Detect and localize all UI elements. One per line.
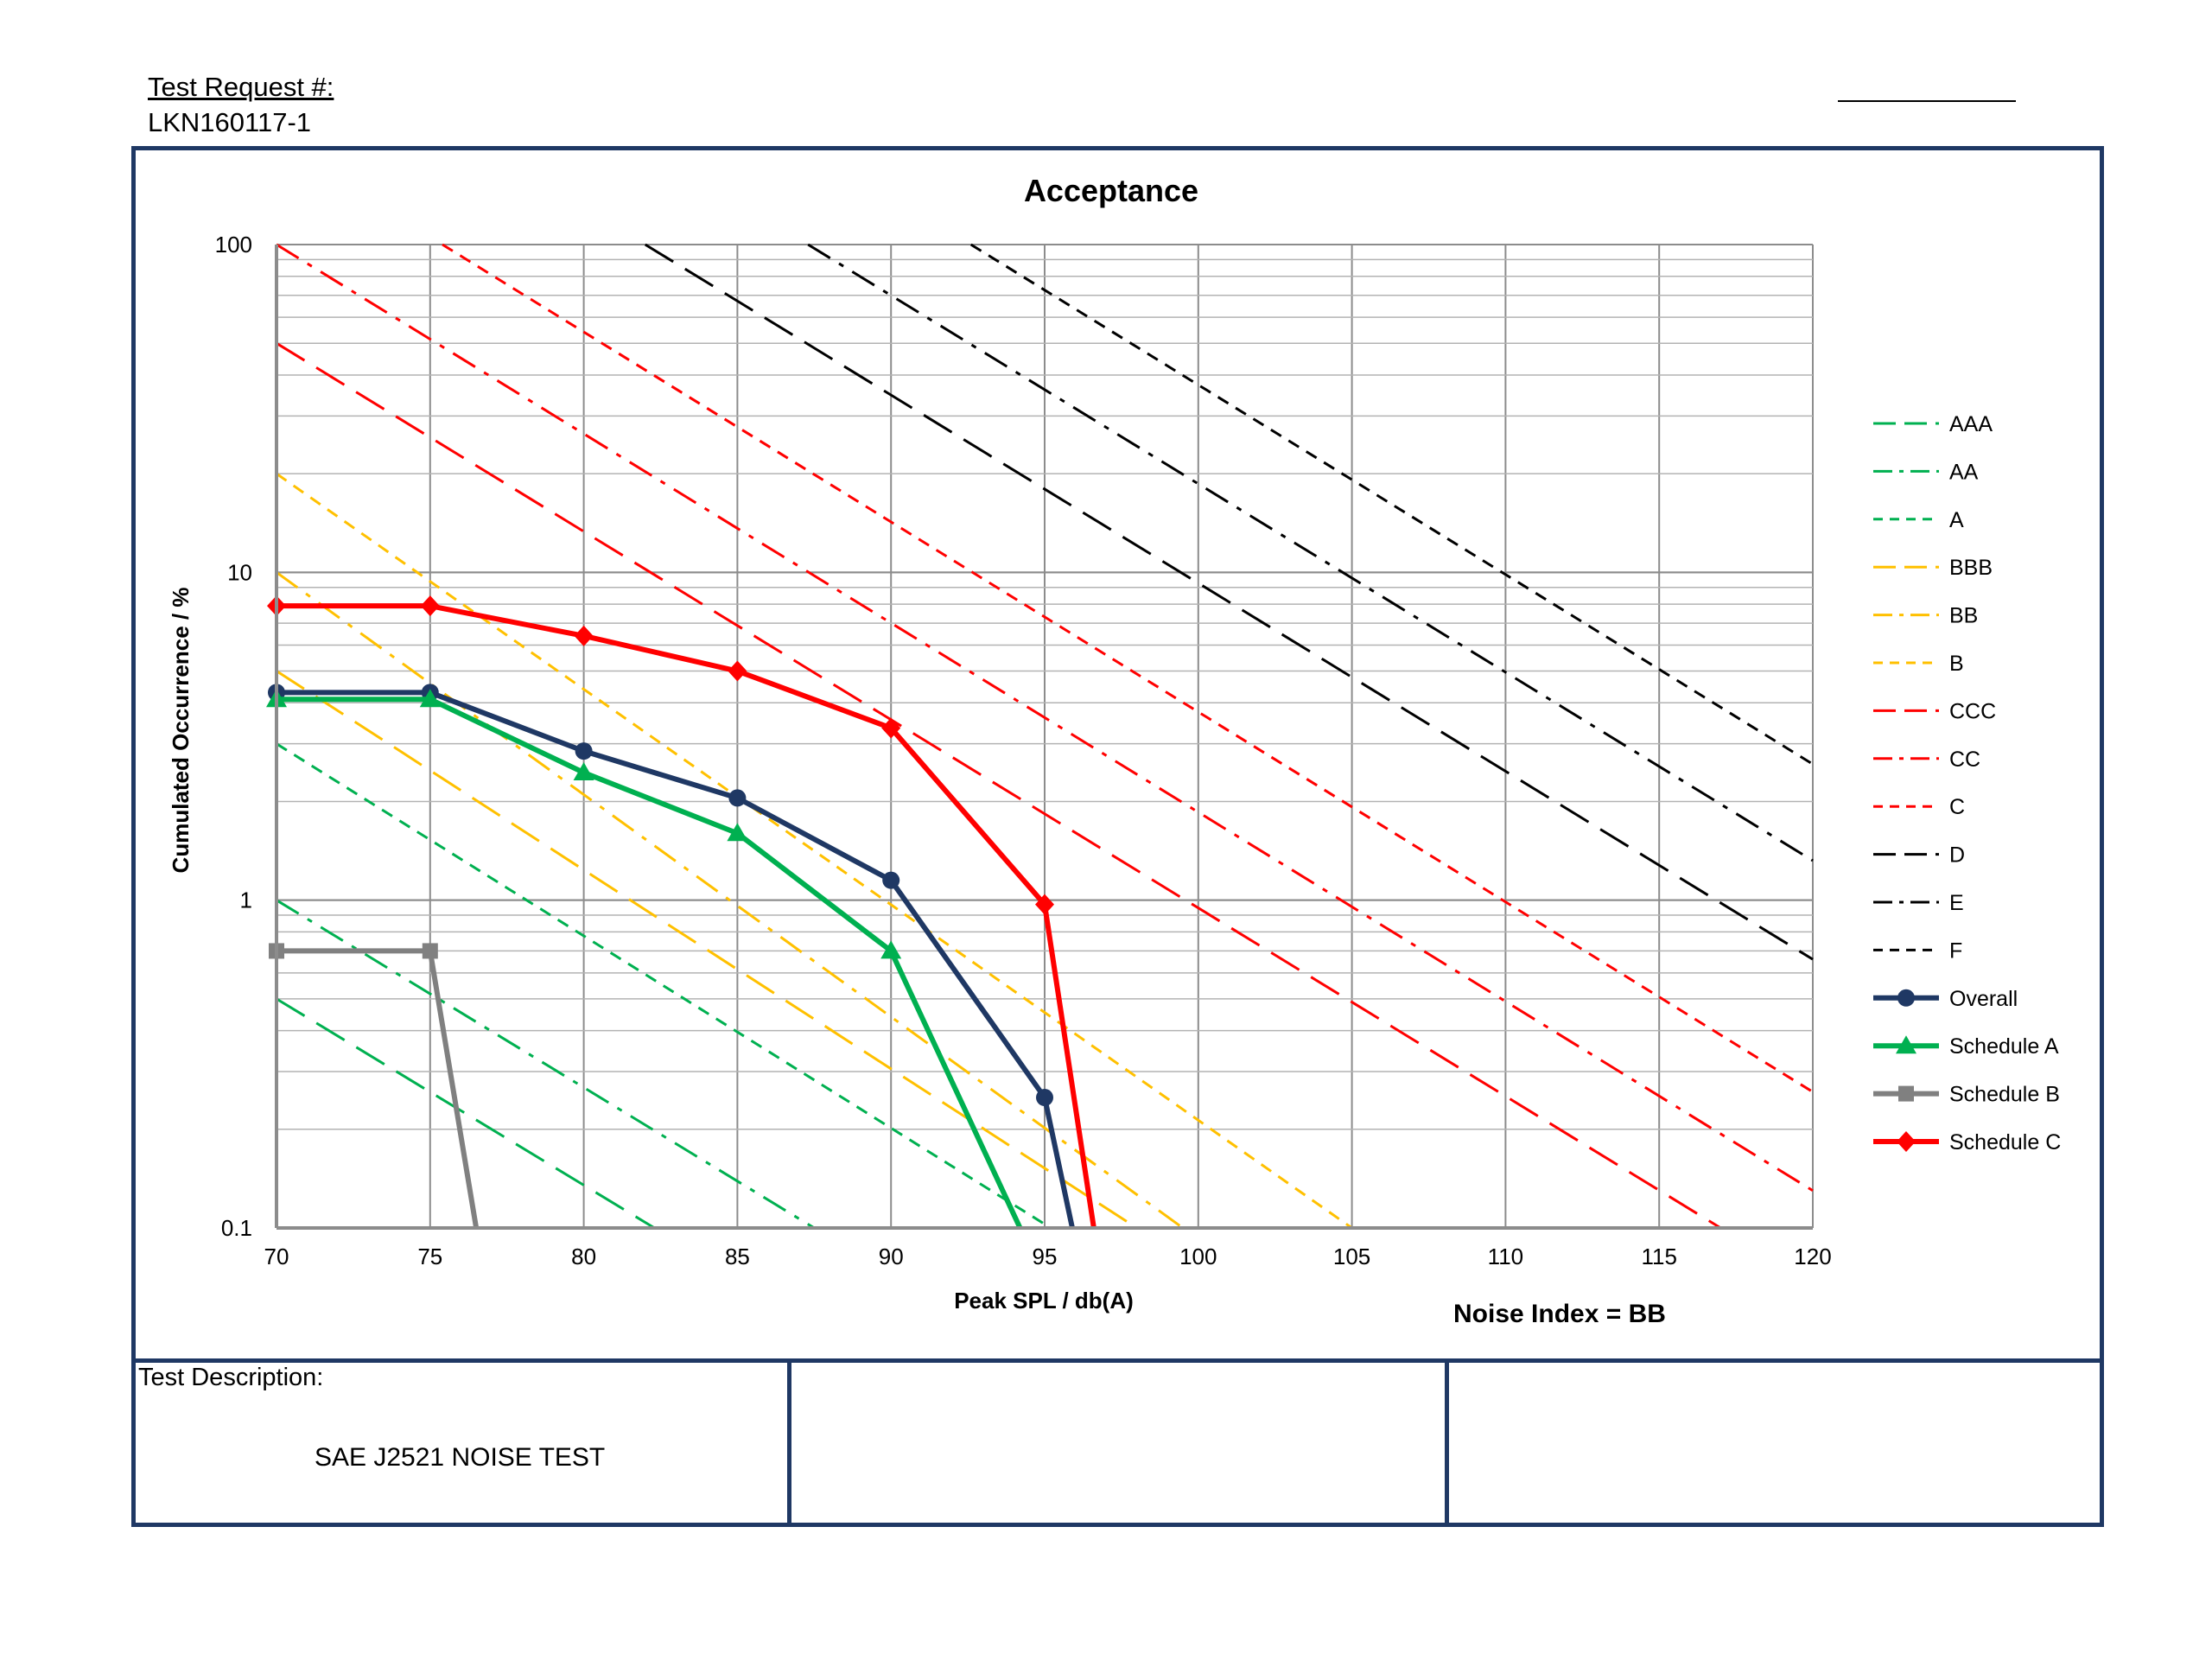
x-tick-label: 85 <box>725 1244 750 1269</box>
x-tick-label: 100 <box>1179 1244 1217 1269</box>
legend-label: F <box>1949 938 1962 963</box>
y-tick-label: 1 <box>240 887 252 913</box>
series-point-schedule-a <box>880 940 902 959</box>
legend-marker-schedule-a <box>1896 1035 1916 1054</box>
series-point-overall <box>882 871 900 889</box>
data-series <box>266 595 1096 1230</box>
reference-line-f <box>969 243 1814 766</box>
footer-divider <box>131 1358 2104 1363</box>
footer-cell-divider-1 <box>787 1358 791 1527</box>
legend-label: AAA <box>1949 412 1993 436</box>
legend-label: Overall <box>1949 987 2018 1011</box>
x-tick-label: 110 <box>1488 1244 1523 1269</box>
chart-title: Acceptance <box>1024 173 1198 208</box>
legend-label: BBB <box>1949 556 1993 580</box>
test-request-label: Test Request #: <box>148 72 334 102</box>
y-axis-label: Cumulated Occurrence / % <box>168 588 194 874</box>
chart-grid <box>276 244 1814 1229</box>
reference-line-aa <box>276 899 816 1230</box>
report-frame <box>131 146 2104 1527</box>
series-point-schedule-c <box>420 595 440 617</box>
x-tick-label: 120 <box>1794 1244 1831 1269</box>
reference-line-e <box>807 243 1814 862</box>
reference-line-b <box>276 472 1353 1230</box>
x-axis-label: Peak SPL / db(A) <box>954 1288 1134 1314</box>
legend-label: D <box>1949 843 1965 868</box>
y-tick-label: 10 <box>227 559 252 585</box>
series-point-schedule-a <box>573 762 594 781</box>
series-point-overall <box>1036 1089 1053 1107</box>
legend-label: Schedule B <box>1949 1083 2060 1107</box>
legend-label: A <box>1949 508 1964 532</box>
reference-line-c <box>442 243 1814 1093</box>
footer-cell-divider-2 <box>1445 1358 1449 1527</box>
reference-line-cc <box>276 243 1814 1193</box>
legend-label: Schedule A <box>1949 1034 2059 1059</box>
x-tick-label: 105 <box>1333 1244 1370 1269</box>
reference-line-bbb <box>276 670 1138 1230</box>
series-line-schedule-a <box>276 697 1023 1230</box>
reference-lines <box>276 243 1814 1230</box>
test-request-number: LKN160117-1 <box>148 107 312 137</box>
series-point-schedule-a <box>419 689 441 708</box>
y-tick-label: 100 <box>215 232 252 258</box>
legend-label: CCC <box>1949 699 1996 723</box>
series-line-overall <box>276 690 1075 1229</box>
legend-label: AA <box>1949 460 1979 484</box>
legend-label: Schedule C <box>1949 1130 2061 1155</box>
series-point-schedule-c <box>881 717 901 739</box>
legend-label: E <box>1949 891 1964 915</box>
reference-line-ccc <box>276 341 1722 1230</box>
series-point-schedule-c <box>1035 894 1054 915</box>
x-tick-label: 95 <box>1033 1244 1058 1269</box>
test-description-value: SAE J2521 NOISE TEST <box>315 1443 606 1472</box>
x-tick-label: 75 <box>417 1244 442 1269</box>
series-point-schedule-c <box>728 660 747 682</box>
legend-marker-schedule-c <box>1897 1131 1916 1152</box>
legend-label: BB <box>1949 604 1978 628</box>
series-line-schedule-b <box>276 948 480 1229</box>
series-point-schedule-b <box>422 943 438 959</box>
reference-line-a <box>276 742 1052 1230</box>
legend-label: C <box>1949 795 1965 819</box>
reference-line-bb <box>276 571 1184 1230</box>
x-tick-label: 80 <box>571 1244 596 1269</box>
signature-line <box>1838 100 2016 102</box>
y-tick-label: 0.1 <box>221 1215 252 1241</box>
test-description-label: Test Description: <box>138 1364 324 1391</box>
series-point-schedule-a <box>727 823 748 842</box>
x-tick-label: 115 <box>1641 1244 1676 1269</box>
legend-label: B <box>1949 652 1964 676</box>
x-tick-label: 70 <box>264 1244 289 1269</box>
series-point-overall <box>728 789 747 807</box>
reference-line-d <box>644 243 1814 961</box>
series-point-overall <box>575 742 593 760</box>
legend-marker-overall <box>1897 989 1915 1007</box>
series-point-schedule-c <box>574 625 594 646</box>
legend-marker-schedule-b <box>1898 1085 1914 1102</box>
legend-label: CC <box>1949 747 1980 772</box>
x-tick-label: 90 <box>879 1244 904 1269</box>
noise-index-annotation: Noise Index = BB <box>1453 1300 1666 1328</box>
reference-line-aaa <box>276 997 656 1230</box>
